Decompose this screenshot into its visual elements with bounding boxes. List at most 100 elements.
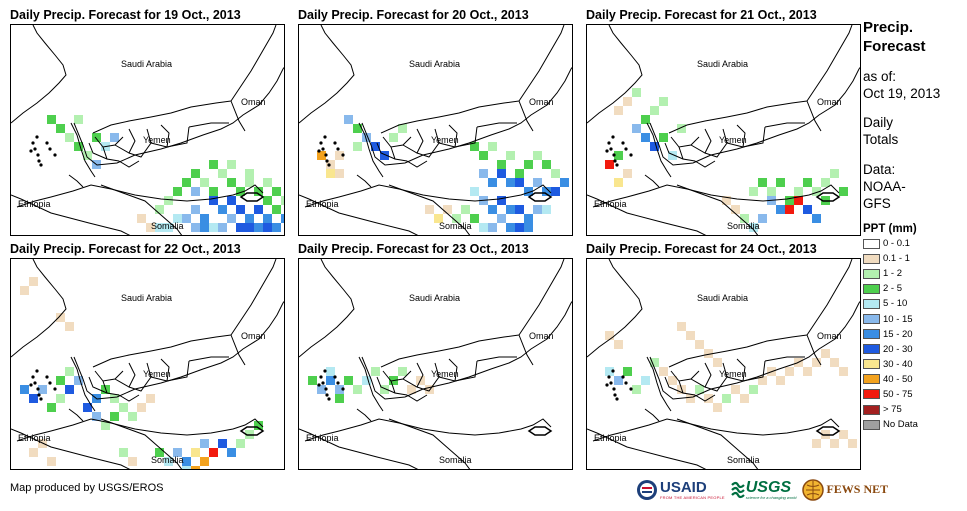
island-dot xyxy=(53,153,57,157)
legend-label: 15 - 20 xyxy=(883,328,913,340)
rain-cell xyxy=(758,178,767,187)
rain-cell xyxy=(812,439,821,448)
boundary-line xyxy=(73,66,284,166)
rain-cell xyxy=(803,205,812,214)
rain-cell xyxy=(524,187,533,196)
boundary-line xyxy=(376,376,396,394)
rain-cell xyxy=(614,151,623,160)
map-label-oman: Oman xyxy=(529,97,554,107)
rain-cell xyxy=(326,376,335,385)
island-dot xyxy=(53,387,57,391)
rain-cell xyxy=(533,151,542,160)
boundary-line xyxy=(690,362,712,388)
island-dot xyxy=(31,375,35,379)
boundary-line xyxy=(70,356,96,412)
rain-cell xyxy=(677,124,686,133)
boundary-line xyxy=(380,100,520,134)
forecast-map: Saudi Arabia Oman Yemen Ethiopia Somalia xyxy=(586,258,861,470)
island-dot xyxy=(36,153,40,157)
rain-cell xyxy=(686,394,695,403)
island-dot xyxy=(336,381,340,385)
rain-cell xyxy=(830,169,839,178)
rain-cell xyxy=(47,115,56,124)
boundary-line xyxy=(11,194,131,235)
rain-cell xyxy=(29,277,38,286)
island-dot xyxy=(325,159,329,163)
rain-cell xyxy=(254,421,263,430)
rain-cell xyxy=(146,223,155,232)
boundary-line xyxy=(806,259,853,336)
usgs-logo-text: USGS xyxy=(745,478,792,496)
rain-cell xyxy=(533,205,542,214)
rain-cell xyxy=(200,178,209,187)
map-label-saudi: Saudi Arabia xyxy=(409,293,460,303)
rain-cell xyxy=(173,187,182,196)
legend-label: 30 - 40 xyxy=(883,358,913,370)
rain-cell xyxy=(479,169,488,178)
island-dot xyxy=(611,135,615,139)
boundary-line xyxy=(454,360,478,382)
boundary-line xyxy=(11,25,67,124)
rain-cell xyxy=(668,151,677,160)
island-dot xyxy=(605,149,609,153)
island-dot xyxy=(613,393,617,397)
island-dot xyxy=(33,381,37,385)
rain-cell xyxy=(659,97,668,106)
boundary-line xyxy=(88,142,108,160)
socotra-island xyxy=(527,426,553,436)
rain-cell xyxy=(497,169,506,178)
legend-item: 5 - 10 xyxy=(863,296,963,311)
rain-cell xyxy=(227,214,236,223)
boundary-line xyxy=(518,100,534,132)
map-svg: Saudi Arabia Oman Yemen Ethiopia Somalia xyxy=(11,25,284,235)
map-label-somalia: Somalia xyxy=(439,455,472,465)
legend-swatch xyxy=(863,283,880,294)
rain-cell xyxy=(344,115,353,124)
boundary-line xyxy=(587,25,643,124)
rain-cell xyxy=(47,457,56,466)
rain-cell xyxy=(173,214,182,223)
legend-title: PPT (mm) xyxy=(863,223,917,235)
boundary-line xyxy=(518,259,565,336)
island-dot xyxy=(325,393,329,397)
rain-cell xyxy=(614,376,623,385)
island-dot xyxy=(37,393,41,397)
rain-cell xyxy=(452,214,461,223)
legend-swatch xyxy=(863,404,880,415)
rain-cell xyxy=(335,385,344,394)
usgs-tagline: science for a changing world xyxy=(745,494,797,500)
island-dot xyxy=(607,375,611,379)
rain-cell xyxy=(515,223,524,232)
map-label-saudi: Saudi Arabia xyxy=(697,59,748,69)
map-label-somalia: Somalia xyxy=(151,221,184,231)
legend-swatch xyxy=(863,268,880,279)
island-dot xyxy=(615,163,619,167)
rain-cell xyxy=(218,205,227,214)
rain-cell xyxy=(515,169,524,178)
rain-cell xyxy=(119,448,128,457)
island-dot xyxy=(323,135,327,139)
rain-cell xyxy=(749,385,758,394)
island-dot xyxy=(341,387,345,391)
rain-cell xyxy=(605,160,614,169)
boundary-line xyxy=(380,334,520,368)
island-dot xyxy=(611,369,615,373)
rain-cell xyxy=(254,205,263,214)
rain-cell xyxy=(398,367,407,376)
rain-cell xyxy=(92,133,101,142)
boundary-line xyxy=(114,128,136,154)
rain-cell xyxy=(722,196,731,205)
rain-cell xyxy=(812,187,821,196)
legend-label: 0.1 - 1 xyxy=(883,253,910,265)
island-dot xyxy=(621,141,625,145)
forecast-panel-2: Daily Precip. Forecast for 20 Oct., 2013… xyxy=(298,6,573,236)
island-dot xyxy=(333,375,337,379)
legend-label: 40 - 50 xyxy=(883,373,913,385)
rain-cell xyxy=(119,403,128,412)
rain-cell xyxy=(191,169,200,178)
rain-cell xyxy=(533,178,542,187)
rain-cell xyxy=(65,133,74,142)
rain-cell xyxy=(839,430,848,439)
rain-cell xyxy=(812,214,821,223)
boundary-line xyxy=(376,142,396,160)
